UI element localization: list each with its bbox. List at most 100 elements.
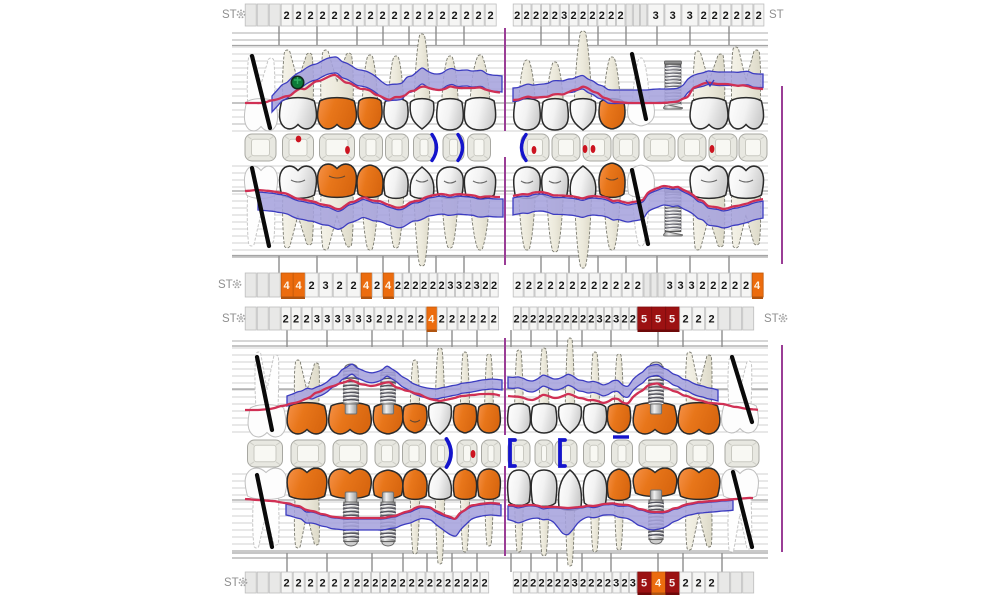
svg-text:2: 2 <box>363 578 369 590</box>
svg-text:2: 2 <box>515 280 521 292</box>
svg-text:2: 2 <box>708 578 714 590</box>
svg-text:2: 2 <box>699 280 705 292</box>
svg-text:2: 2 <box>308 280 314 292</box>
svg-text:3: 3 <box>447 280 453 292</box>
svg-text:2: 2 <box>307 578 313 590</box>
svg-text:2: 2 <box>708 314 714 326</box>
svg-text:5: 5 <box>669 578 675 590</box>
svg-text:ST: ST <box>222 9 237 21</box>
svg-text:2: 2 <box>436 578 442 590</box>
svg-text:2: 2 <box>710 280 716 292</box>
svg-text:2: 2 <box>376 314 382 326</box>
svg-text:3: 3 <box>613 314 619 326</box>
svg-text:2: 2 <box>491 314 497 326</box>
svg-text:ST: ST <box>224 577 239 589</box>
svg-text:2: 2 <box>372 578 378 590</box>
svg-text:2: 2 <box>379 10 385 22</box>
svg-text:2: 2 <box>580 10 586 22</box>
svg-text:2: 2 <box>445 578 451 590</box>
svg-text:2: 2 <box>482 280 488 292</box>
svg-text:5: 5 <box>669 314 675 326</box>
svg-text:2: 2 <box>331 10 337 22</box>
svg-text:2: 2 <box>331 578 337 590</box>
svg-text:4: 4 <box>363 280 370 292</box>
svg-text:2: 2 <box>418 314 424 326</box>
svg-text:2: 2 <box>571 10 577 22</box>
svg-text:2: 2 <box>563 578 569 590</box>
svg-text:2: 2 <box>295 10 301 22</box>
svg-text:2: 2 <box>355 10 361 22</box>
svg-text:2: 2 <box>295 578 301 590</box>
svg-text:3: 3 <box>314 314 320 326</box>
svg-text:2: 2 <box>391 10 397 22</box>
svg-text:4: 4 <box>655 578 662 590</box>
svg-text:2: 2 <box>591 280 597 292</box>
svg-text:4: 4 <box>428 314 435 326</box>
svg-text:3: 3 <box>324 314 330 326</box>
svg-text:2: 2 <box>589 10 595 22</box>
svg-text:3: 3 <box>667 280 673 292</box>
svg-text:2: 2 <box>421 280 427 292</box>
svg-text:2: 2 <box>588 578 594 590</box>
svg-text:2: 2 <box>439 314 445 326</box>
svg-text:2: 2 <box>430 280 436 292</box>
svg-text:2: 2 <box>555 314 561 326</box>
svg-text:2: 2 <box>390 578 396 590</box>
svg-text:2: 2 <box>621 578 627 590</box>
svg-text:2: 2 <box>303 314 309 326</box>
svg-text:2: 2 <box>449 314 455 326</box>
svg-text:2: 2 <box>533 10 539 22</box>
svg-text:2: 2 <box>343 10 349 22</box>
svg-text:2: 2 <box>580 280 586 292</box>
svg-text:2: 2 <box>712 10 718 22</box>
svg-text:2: 2 <box>558 280 564 292</box>
svg-text:2: 2 <box>530 578 536 590</box>
svg-text:2: 2 <box>463 10 469 22</box>
svg-text:2: 2 <box>605 578 611 590</box>
svg-text:2: 2 <box>395 280 401 292</box>
svg-text:4: 4 <box>754 280 761 292</box>
svg-text:2: 2 <box>343 578 349 590</box>
svg-text:3: 3 <box>597 314 603 326</box>
svg-text:3: 3 <box>345 314 351 326</box>
svg-text:2: 2 <box>548 280 554 292</box>
svg-text:3: 3 <box>561 10 567 22</box>
svg-text:2: 2 <box>721 280 727 292</box>
svg-text:ST: ST <box>769 9 784 21</box>
svg-text:2: 2 <box>580 578 586 590</box>
svg-text:2: 2 <box>682 314 688 326</box>
svg-text:2: 2 <box>588 314 594 326</box>
svg-text:2: 2 <box>459 314 465 326</box>
svg-text:2: 2 <box>695 314 701 326</box>
svg-text:ST: ST <box>764 313 779 325</box>
svg-text:2: 2 <box>418 578 424 590</box>
svg-text:2: 2 <box>319 578 325 590</box>
svg-text:2: 2 <box>381 578 387 590</box>
svg-text:2: 2 <box>734 10 740 22</box>
svg-text:2: 2 <box>514 314 520 326</box>
svg-text:ST: ST <box>218 279 233 291</box>
svg-text:2: 2 <box>624 280 630 292</box>
svg-text:2: 2 <box>409 578 415 590</box>
svg-text:2: 2 <box>613 280 619 292</box>
svg-text:2: 2 <box>407 314 413 326</box>
svg-text:2: 2 <box>552 10 558 22</box>
svg-text:3: 3 <box>613 578 619 590</box>
svg-text:4: 4 <box>295 280 302 292</box>
svg-text:3: 3 <box>572 578 578 590</box>
svg-text:2: 2 <box>463 578 469 590</box>
svg-text:3: 3 <box>474 280 480 292</box>
svg-text:3: 3 <box>630 578 636 590</box>
svg-text:2: 2 <box>293 314 299 326</box>
svg-text:2: 2 <box>480 314 486 326</box>
svg-text:4: 4 <box>283 280 290 292</box>
svg-text:2: 2 <box>350 280 356 292</box>
svg-text:2: 2 <box>514 578 520 590</box>
svg-text:2: 2 <box>481 578 487 590</box>
svg-text:2: 2 <box>732 280 738 292</box>
svg-text:2: 2 <box>580 314 586 326</box>
svg-text:2: 2 <box>538 314 544 326</box>
svg-text:2: 2 <box>415 10 421 22</box>
svg-text:5: 5 <box>641 314 647 326</box>
svg-text:2: 2 <box>439 10 445 22</box>
